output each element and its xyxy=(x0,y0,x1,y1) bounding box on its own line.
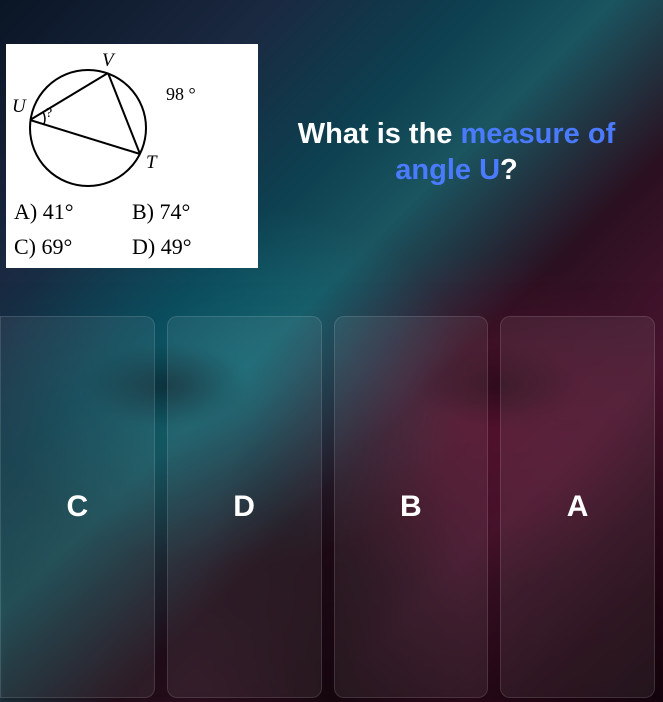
answer-button-b[interactable]: B xyxy=(334,316,489,698)
point-label-v: V xyxy=(102,50,116,71)
answer-button-c[interactable]: C xyxy=(0,316,155,698)
choice-c: C) 69° xyxy=(14,233,132,262)
choice-d: D) 49° xyxy=(132,233,250,262)
answer-button-row: C D B A xyxy=(0,316,655,698)
question-text: What is the measure of angle U? xyxy=(270,116,643,189)
answer-label: B xyxy=(400,490,422,524)
answer-label: D xyxy=(233,490,255,524)
geometry-diagram: ? U V T xyxy=(10,50,164,194)
answer-button-a[interactable]: A xyxy=(500,316,655,698)
choice-list: A) 41° B) 74° C) 69° D) 49° xyxy=(14,198,250,261)
point-label-u: U xyxy=(12,96,27,117)
answer-button-d[interactable]: D xyxy=(167,316,322,698)
answer-label: A xyxy=(567,490,589,524)
question-suffix: ? xyxy=(500,154,518,186)
answer-label: C xyxy=(67,490,89,524)
point-label-t: T xyxy=(146,152,158,173)
choice-b: B) 74° xyxy=(132,198,250,227)
choice-a: A) 41° xyxy=(14,198,132,227)
arc-measure-label: 98 ° xyxy=(166,84,196,105)
angle-marker-label: ? xyxy=(46,106,52,121)
question-image-card: ? U V T 98 ° A) 41° B) 74° C) 69° D) 49° xyxy=(6,44,258,268)
question-prefix: What is the xyxy=(298,118,461,150)
